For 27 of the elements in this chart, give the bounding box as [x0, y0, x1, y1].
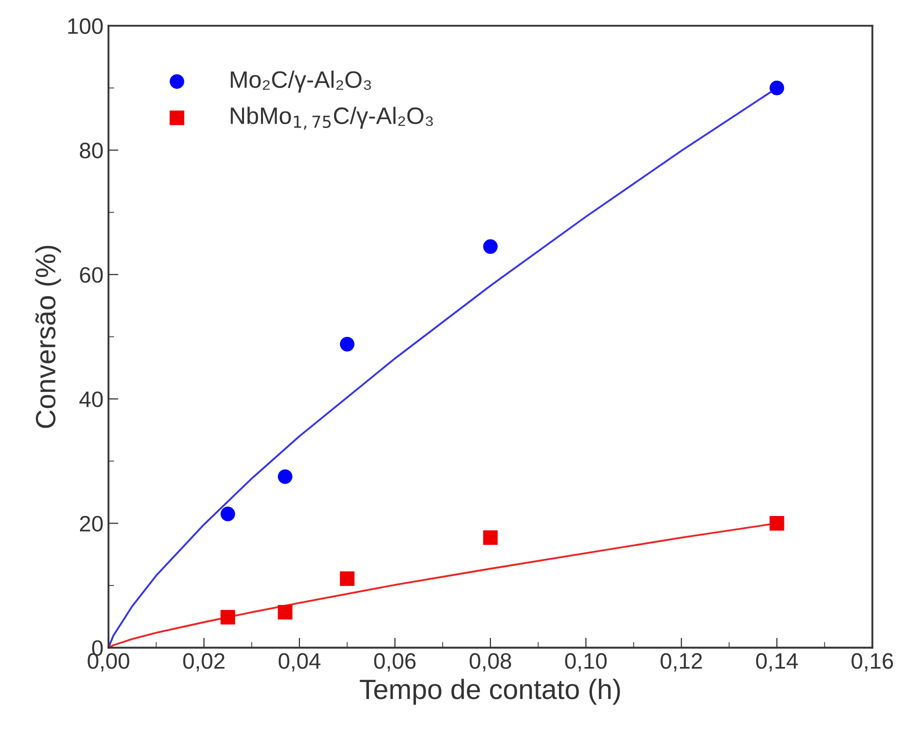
x-axis-title: Tempo de contato (h): [360, 678, 620, 705]
x-tick-label: 0,08: [470, 653, 512, 672]
x-tick-label: 0,02: [183, 653, 224, 672]
x-tick-label: 0,10: [565, 653, 607, 672]
y-tick-label: 40: [79, 391, 103, 408]
legend-label: Mo₂C/γ-Al₂O₃: [230, 70, 371, 93]
point: [340, 571, 354, 586]
x-tick-label: 0,14: [756, 653, 798, 672]
y-axis-title: Conversão (%): [35, 246, 61, 428]
x-tick-label: 0,12: [660, 653, 702, 672]
point: [220, 610, 236, 624]
point: [483, 530, 498, 545]
point: [770, 516, 784, 531]
point: [483, 239, 498, 254]
point: [340, 336, 354, 352]
legend-label: NbMo$_{1,75}$C/γ-Al₂O₃: [230, 106, 433, 130]
y-tick-label: 80: [80, 142, 103, 158]
x-tick-label: 0,16: [852, 653, 894, 672]
point: [278, 469, 292, 484]
point: [220, 506, 236, 522]
y-tick-label: 20: [80, 516, 103, 532]
y-tick-label: 60: [80, 267, 103, 283]
point: [770, 80, 784, 96]
x-tick-label: 0,04: [278, 653, 320, 672]
x-tick-label: 0,06: [374, 653, 416, 672]
point: [278, 604, 292, 620]
y-tick-label: 100: [68, 18, 103, 34]
